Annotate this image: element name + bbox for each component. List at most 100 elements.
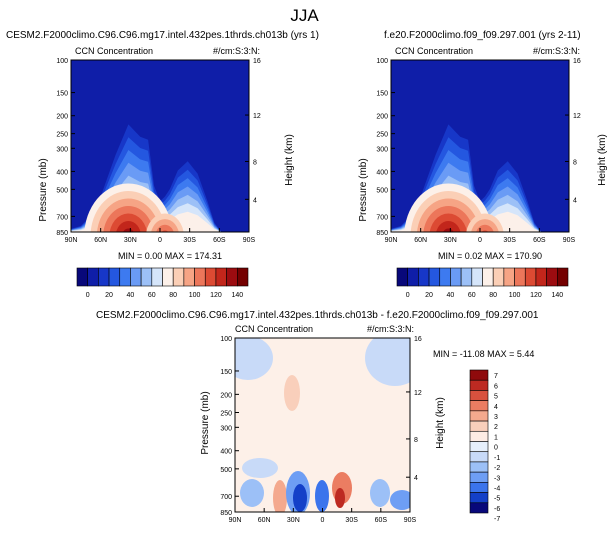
x-tick-label: 30S	[503, 237, 516, 244]
colorbar-box	[396, 267, 408, 287]
x-tick-label: 30N	[287, 517, 300, 524]
panel-b-chart: CCN Concentration #/cm:S:3:N: Pressure (…	[358, 46, 608, 299]
colorbar-label: 100	[509, 292, 521, 299]
hot-spot	[123, 228, 134, 232]
x-tick-label: 60S	[533, 237, 546, 244]
y-right-tick-label: 4	[253, 197, 257, 204]
hot-spot	[156, 224, 174, 232]
colorbar-box	[151, 267, 163, 287]
colorbar-label: 80	[169, 292, 177, 299]
y-tick-label: 500	[376, 187, 388, 194]
colorbar-box	[172, 267, 185, 287]
panel-b-minmax: MIN = 0.02 MAX = 170.90	[438, 251, 542, 261]
colorbar-label: 60	[468, 292, 476, 299]
y-tick-label: 850	[56, 230, 68, 237]
colorbar-box	[469, 400, 489, 412]
x-tick-label: 0	[321, 517, 325, 524]
colorbar-label: 4	[494, 404, 498, 411]
panel-diff-ylabel: Pressure (mb)	[200, 391, 211, 454]
colorbar-box	[215, 267, 227, 287]
x-tick-label: 90S	[404, 517, 417, 524]
colorbar-label: 120	[530, 292, 542, 299]
y-tick-label: 300	[220, 425, 232, 432]
y-tick-label: 850	[220, 510, 232, 517]
hot-spot	[151, 219, 179, 232]
x-tick-label: 60N	[258, 517, 271, 524]
colorbar-label: -3	[494, 475, 500, 482]
colorbar-box	[471, 267, 483, 287]
y-tick-label: 300	[376, 146, 388, 153]
colorbar-label: 0	[86, 292, 90, 299]
y-tick-label: 250	[56, 132, 68, 139]
y-tick-label: 100	[56, 58, 68, 65]
colorbar-box	[162, 267, 174, 287]
hot-spot	[476, 224, 494, 232]
x-tick-label: 0	[158, 237, 162, 244]
y-tick-label: 700	[376, 214, 388, 221]
y-tick-label: 400	[220, 449, 232, 456]
colorbar-box	[469, 441, 489, 453]
contour-band	[370, 479, 390, 507]
colorbar-label: 60	[148, 292, 156, 299]
y-tick-label: 100	[376, 58, 388, 65]
y-right-tick-label: 4	[573, 197, 577, 204]
colorbar-box	[450, 267, 462, 287]
contour-band	[235, 338, 273, 380]
colorbar-box	[514, 267, 526, 287]
colorbar-label: -1	[494, 455, 500, 462]
y-tick-label: 500	[220, 467, 232, 474]
x-tick-label: 60S	[375, 517, 388, 524]
contour-band	[390, 490, 410, 510]
colorbar-box	[204, 267, 217, 287]
y-tick-label: 150	[376, 91, 388, 98]
contour-band	[284, 375, 300, 411]
colorbar-box	[482, 267, 494, 287]
panel-diff-left-title: CCN Concentration	[235, 324, 313, 334]
y-tick-label: 200	[56, 114, 68, 121]
panel-a-ylabel-right: Height (km)	[284, 134, 295, 186]
y-right-tick-label: 8	[573, 159, 577, 166]
colorbar-label: -4	[494, 485, 500, 492]
colorbar-label: -6	[494, 506, 500, 513]
x-tick-label: 30N	[124, 237, 137, 244]
contour-band	[242, 458, 278, 478]
y-tick-label: 100	[220, 336, 232, 343]
panel_b-field	[391, 60, 569, 232]
colorbar-box	[469, 482, 489, 493]
y-tick-label: 400	[376, 169, 388, 176]
colorbar-label: 40	[447, 292, 455, 299]
colorbar-label: 7	[494, 373, 498, 380]
colorbar-box	[130, 267, 142, 287]
y-tick-label: 150	[220, 369, 232, 376]
contour-band	[240, 479, 264, 507]
colorbar-box	[407, 267, 419, 287]
x-tick-label: 90S	[243, 237, 256, 244]
y-right-tick-label: 4	[414, 475, 418, 482]
y-right-tick-label: 16	[253, 58, 261, 65]
colorbar-label: 20	[105, 292, 113, 299]
colorbar-box	[87, 267, 99, 287]
colorbar-box	[183, 267, 195, 287]
panel-diff-ylabel-right: Height (km)	[435, 397, 446, 449]
panel-diff-right-title: #/cm:S:3:N:	[367, 324, 414, 334]
colorbar-box	[469, 369, 489, 381]
panel-a-minmax: MIN = 0.00 MAX = 174.31	[118, 251, 222, 261]
y-tick-label: 150	[56, 91, 68, 98]
colorbar-label: 40	[127, 292, 135, 299]
colorbar-label: 0	[494, 445, 498, 452]
colorbar-label: 1	[494, 434, 498, 441]
colorbar-label: 140	[231, 292, 243, 299]
colorbar-box	[492, 267, 505, 287]
panel-a-left-title: CCN Concentration	[75, 46, 153, 56]
y-tick-label: 700	[220, 494, 232, 501]
colorbar-box	[469, 471, 489, 483]
x-tick-label: 90S	[563, 237, 576, 244]
y-right-tick-label: 8	[253, 159, 257, 166]
x-tick-label: 30N	[444, 237, 457, 244]
colorbar-box	[428, 267, 441, 287]
colorbar-label: 3	[494, 414, 498, 421]
x-tick-label: 60S	[213, 237, 226, 244]
figure-title: JJA	[290, 6, 319, 25]
colorbar-label: 5	[494, 394, 498, 401]
y-tick-label: 200	[220, 392, 232, 399]
